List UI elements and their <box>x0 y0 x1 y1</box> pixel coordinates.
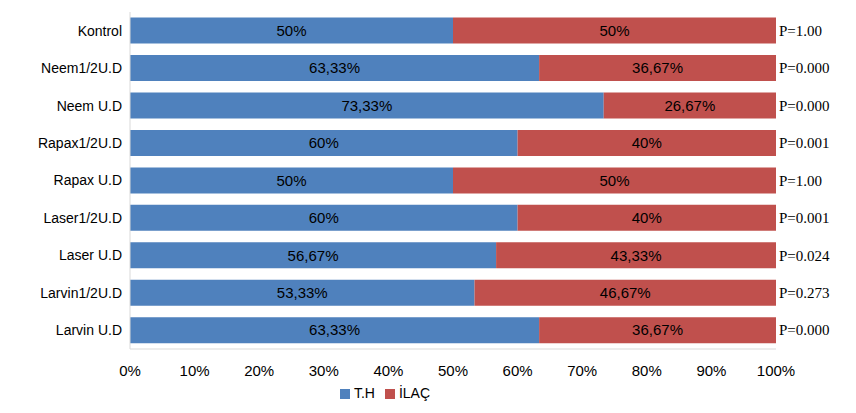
svg-text:40%: 40% <box>373 362 403 379</box>
svg-text:40%: 40% <box>632 134 662 151</box>
svg-text:P=0.000: P=0.000 <box>779 98 830 114</box>
svg-text:P=1.00: P=1.00 <box>779 23 822 39</box>
svg-text:20%: 20% <box>244 362 274 379</box>
svg-text:Neem1/2U.D: Neem1/2U.D <box>41 60 122 76</box>
svg-text:36,67%: 36,67% <box>632 321 683 338</box>
svg-text:100%: 100% <box>757 362 795 379</box>
svg-text:80%: 80% <box>632 362 662 379</box>
svg-text:Rapax1/2U.D: Rapax1/2U.D <box>38 135 122 151</box>
svg-text:Laser1/2U.D: Laser1/2U.D <box>43 210 122 226</box>
svg-text:P=0.024: P=0.024 <box>779 248 830 264</box>
svg-text:60%: 60% <box>503 362 533 379</box>
svg-text:Larvin1/2U.D: Larvin1/2U.D <box>40 285 122 301</box>
svg-text:43,33%: 43,33% <box>611 247 662 264</box>
svg-text:46,67%: 46,67% <box>600 284 651 301</box>
svg-text:50%: 50% <box>276 172 306 189</box>
svg-text:56,67%: 56,67% <box>288 247 339 264</box>
svg-text:10%: 10% <box>180 362 210 379</box>
svg-text:50%: 50% <box>276 22 306 39</box>
svg-text:63,33%: 63,33% <box>309 59 360 76</box>
svg-text:53,33%: 53,33% <box>277 284 328 301</box>
svg-text:P=0.000: P=0.000 <box>779 60 830 76</box>
svg-text:73,33%: 73,33% <box>341 97 392 114</box>
svg-text:90%: 90% <box>696 362 726 379</box>
svg-text:26,67%: 26,67% <box>664 97 715 114</box>
svg-text:Laser U.D: Laser U.D <box>59 247 122 263</box>
svg-text:Rapax U.D: Rapax U.D <box>54 172 122 188</box>
svg-text:P=0.273: P=0.273 <box>779 285 830 301</box>
svg-text:50%: 50% <box>599 172 629 189</box>
svg-text:60%: 60% <box>309 209 339 226</box>
svg-text:Kontrol: Kontrol <box>78 23 122 39</box>
svg-text:Larvin U.D: Larvin U.D <box>56 322 122 338</box>
svg-text:P=0.000: P=0.000 <box>779 322 830 338</box>
svg-text:0%: 0% <box>119 362 141 379</box>
html-text:T.H: T.H <box>353 385 375 401</box>
svg-text:40%: 40% <box>632 209 662 226</box>
svg-text:60%: 60% <box>309 134 339 151</box>
svg-text:50%: 50% <box>599 22 629 39</box>
svg-text:36,67%: 36,67% <box>632 59 683 76</box>
svg-text:P=1.00: P=1.00 <box>779 173 822 189</box>
svg-text:50%: 50% <box>438 362 468 379</box>
svg-text:30%: 30% <box>309 362 339 379</box>
svg-text:P=0.001: P=0.001 <box>779 210 830 226</box>
svg-text:63,33%: 63,33% <box>309 321 360 338</box>
html-text:İLAÇ: İLAÇ <box>398 385 431 401</box>
svg-text:70%: 70% <box>567 362 597 379</box>
svg-text:Neem U.D: Neem U.D <box>57 98 122 114</box>
svg-text:P=0.001: P=0.001 <box>779 135 830 151</box>
